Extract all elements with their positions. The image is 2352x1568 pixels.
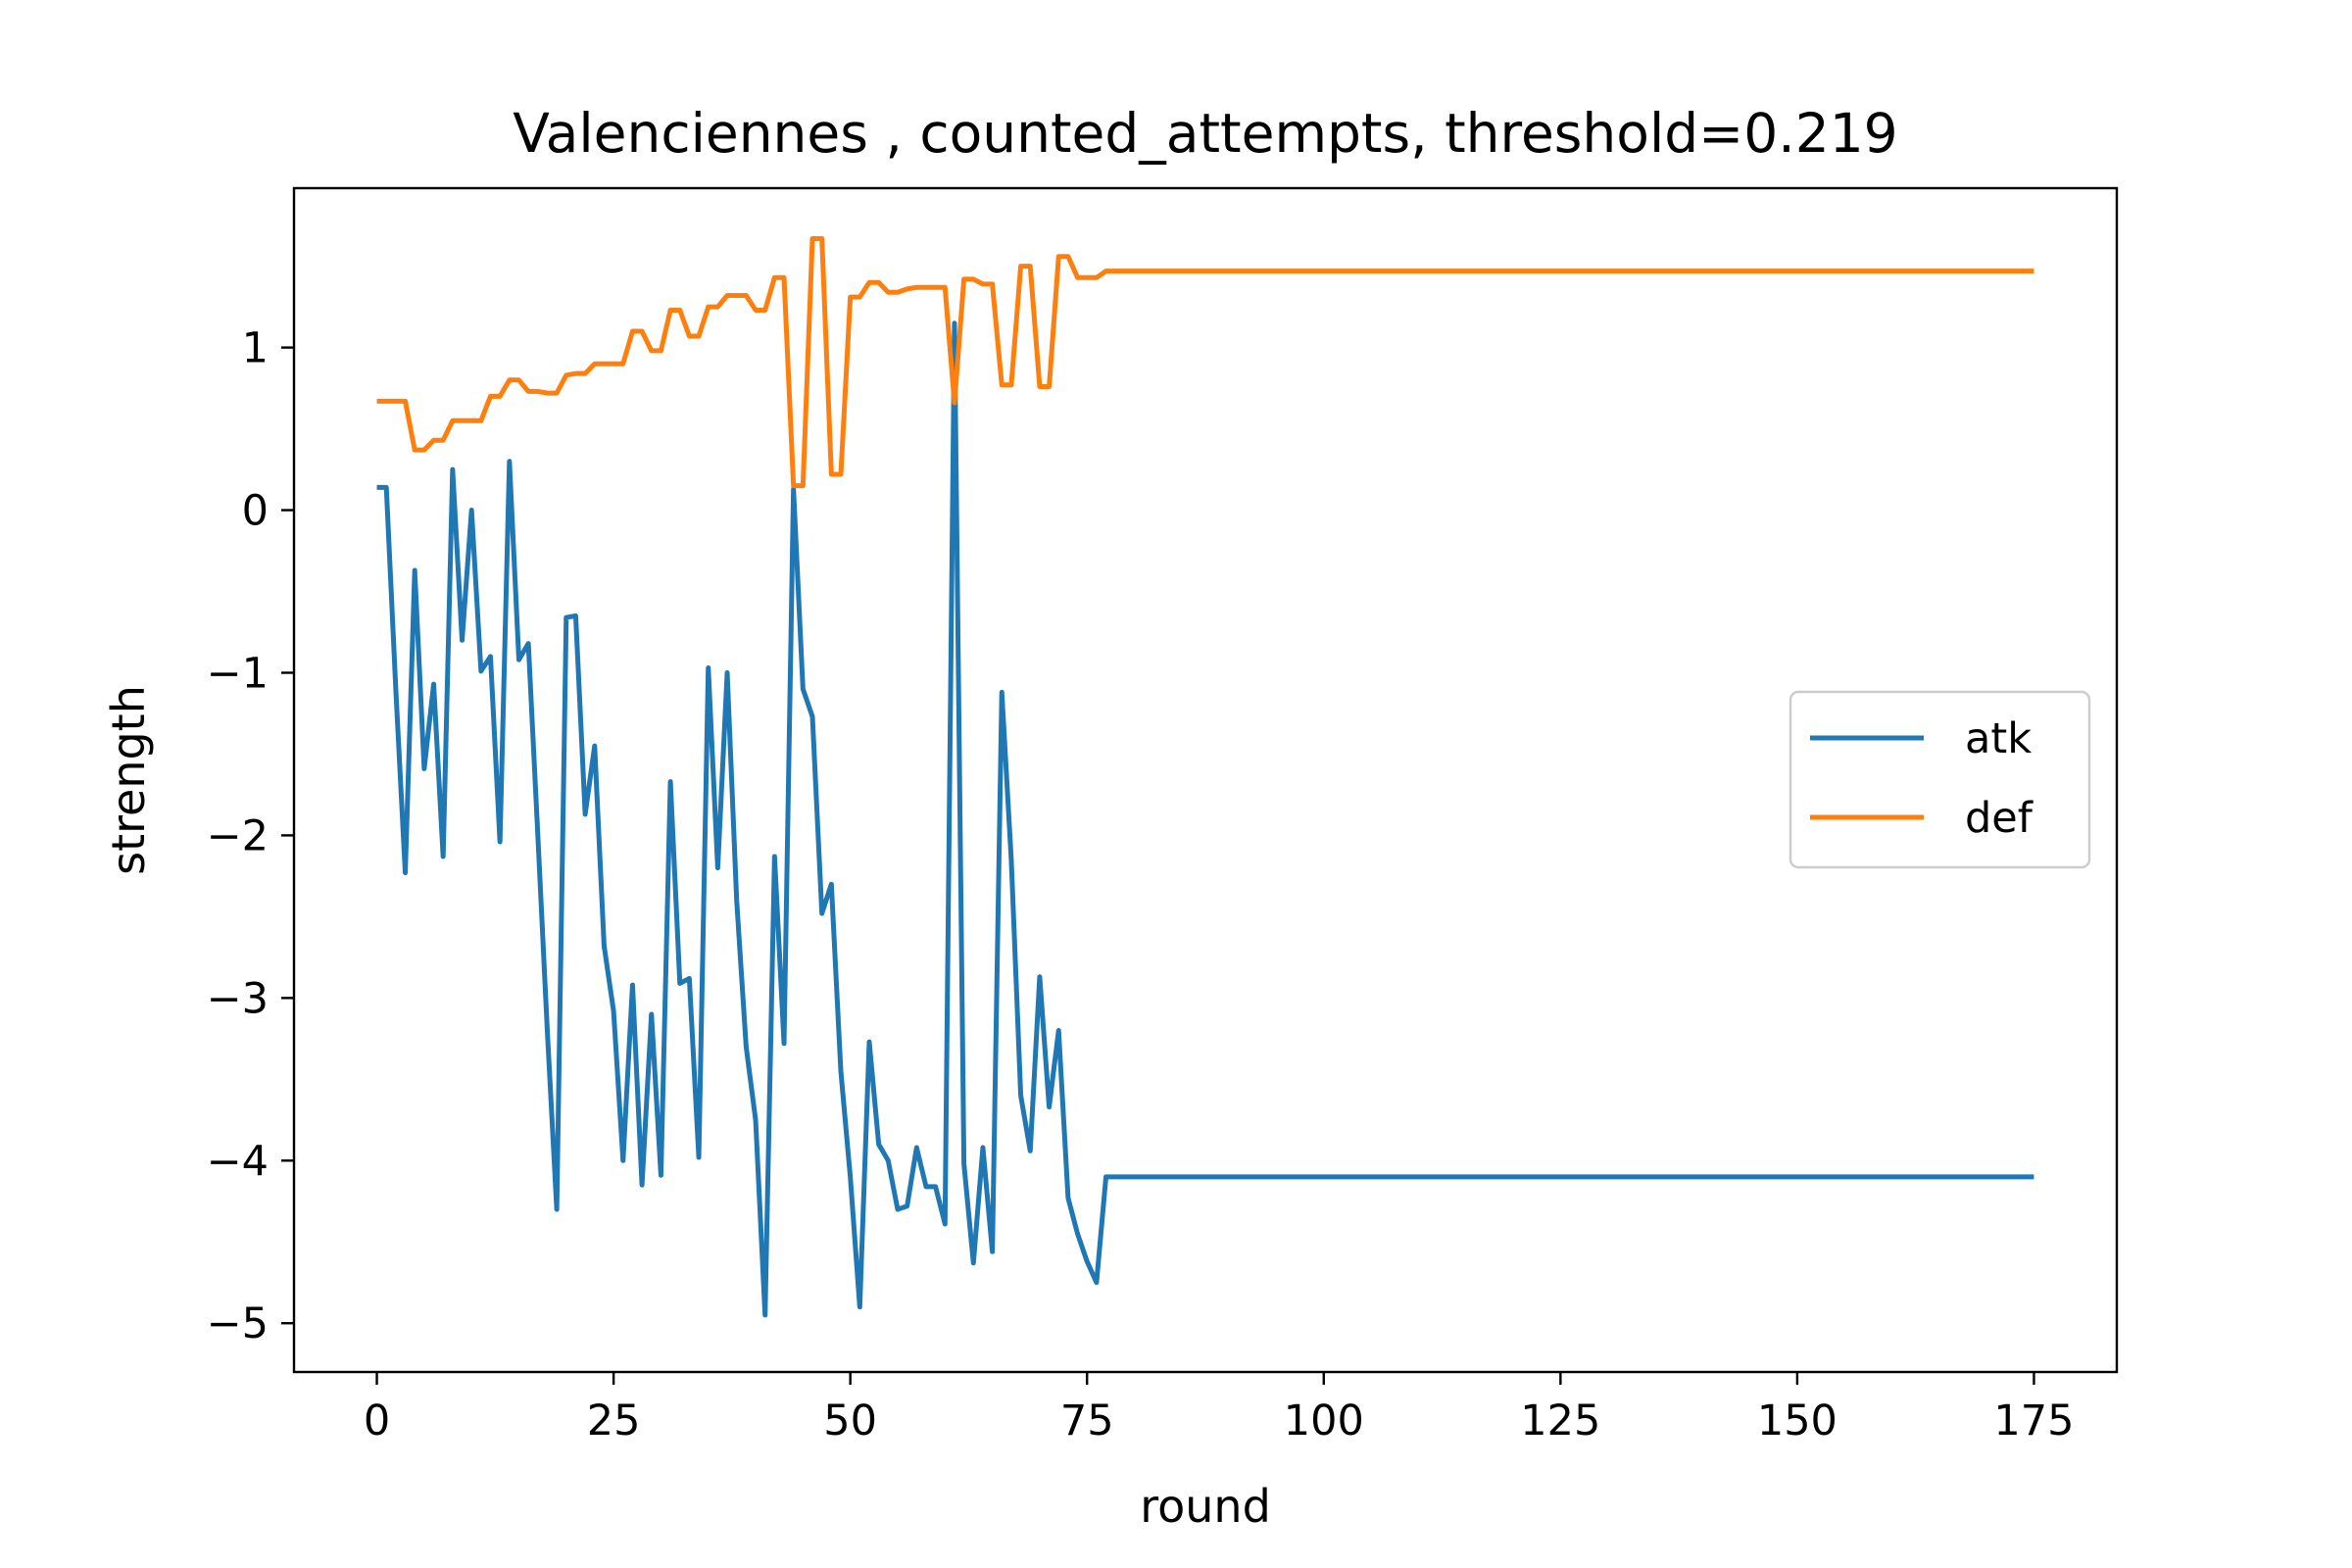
x-tick-label: 25 <box>587 1396 641 1446</box>
y-tick-label: −3 <box>207 974 269 1023</box>
legend: atk def <box>1788 690 2091 869</box>
x-tick-label: 100 <box>1284 1396 1364 1446</box>
legend-label-def: def <box>1965 794 2034 843</box>
y-axis-label: strength <box>102 685 155 875</box>
y-tick-label: 1 <box>242 324 269 373</box>
legend-label-atk: atk <box>1965 714 2032 763</box>
y-tick-label: −2 <box>207 811 269 860</box>
x-tick-label: 0 <box>364 1396 390 1446</box>
x-tick-label: 125 <box>1520 1396 1600 1446</box>
chart-title: Valenciennes , counted_attempts, thresho… <box>513 102 1897 165</box>
series-layer <box>376 235 2034 1318</box>
legend-box <box>1788 690 2091 869</box>
y-tick-label: −4 <box>207 1137 269 1186</box>
x-tick-label: 75 <box>1060 1396 1114 1446</box>
plot-frame <box>292 186 2119 1374</box>
x-tick-label: 150 <box>1757 1396 1838 1446</box>
y-tick-label: 0 <box>242 487 269 536</box>
x-tick-label: 50 <box>823 1396 877 1446</box>
y-tick-label: −5 <box>207 1299 269 1348</box>
series-line-def <box>376 235 2034 489</box>
x-axis-ticks: 0 25 50 75 100 125 150 175 <box>364 1372 2074 1446</box>
y-axis-ticks: −5 −4 −3 −2 −1 0 1 <box>207 324 294 1348</box>
y-tick-label: −1 <box>207 649 269 698</box>
x-tick-label: 175 <box>1993 1396 2074 1446</box>
x-axis-label: round <box>1140 1480 1271 1533</box>
series-line-atk <box>376 320 2034 1318</box>
